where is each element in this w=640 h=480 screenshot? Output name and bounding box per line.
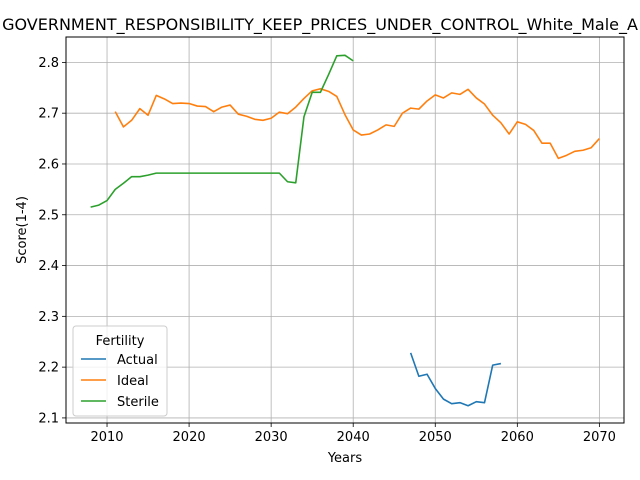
y-tick-label: 2.6 [38, 157, 59, 172]
y-tick-label: 2.5 [38, 208, 59, 223]
y-tick-label: 2.8 [38, 56, 59, 71]
legend-box [72, 325, 168, 417]
legend-label-sterile: Sterile [117, 395, 159, 410]
x-tick-label: 2010 [90, 430, 123, 445]
y-axis-title: Score(1-4) [15, 196, 30, 264]
legend: Fertility Actual Ideal Sterile [72, 325, 168, 417]
x-tick-label: 2020 [173, 430, 206, 445]
chart-title: GOVERNMENT_RESPONSIBILITY_KEEP_PRICES_UN… [2, 15, 638, 35]
y-tick-label: 2.1 [38, 411, 59, 426]
x-tick-label: 2060 [501, 430, 534, 445]
series-lines [90, 54, 600, 407]
x-tick-label: 2070 [583, 430, 616, 445]
x-tick-label: 2050 [419, 430, 452, 445]
x-tick-label: 2030 [255, 430, 288, 445]
y-axis-ticks: 2.1 2.2 2.3 2.4 2.5 2.6 2.7 2.8 [38, 56, 66, 426]
y-tick-label: 2.7 [38, 107, 59, 122]
series-line-sterile [90, 54, 354, 208]
series-line-actual [409, 352, 502, 407]
y-tick-label: 2.2 [38, 361, 59, 376]
y-tick-label: 2.3 [38, 310, 59, 325]
y-tick-label: 2.4 [38, 259, 59, 274]
legend-label-actual: Actual [117, 353, 158, 368]
x-axis-ticks: 2010 2020 2030 2040 2050 2060 2070 [90, 423, 616, 445]
legend-label-ideal: Ideal [117, 374, 149, 389]
legend-title: Fertility [96, 334, 145, 349]
plot-frame [65, 36, 625, 424]
x-axis-title: Years [327, 451, 363, 466]
series-line-ideal [114, 88, 600, 160]
x-tick-label: 2040 [337, 430, 370, 445]
